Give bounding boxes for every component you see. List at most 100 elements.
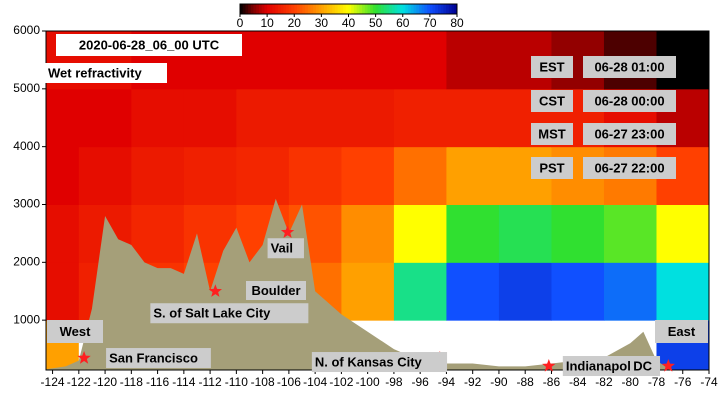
colorbar-cell — [367, 4, 371, 14]
x-tick-label: -104 — [303, 375, 327, 389]
x-tick-label: -76 — [674, 375, 692, 389]
cell — [236, 146, 290, 205]
station-star — [661, 359, 675, 372]
x-tick-label: -94 — [438, 375, 456, 389]
colorbar-tick-label: 80 — [450, 16, 464, 30]
colorbar-cell — [408, 4, 412, 14]
cell — [446, 204, 500, 263]
colorbar-cell — [413, 4, 417, 14]
colorbar-cell — [405, 4, 409, 14]
cell — [183, 88, 237, 148]
subtitle: Wet refractivity — [48, 65, 142, 80]
colorbar-cell — [427, 4, 431, 14]
cell — [393, 146, 447, 205]
station-label: DC — [633, 358, 652, 373]
cell — [78, 88, 132, 148]
x-tick-label: -108 — [251, 375, 275, 389]
colorbar-cell — [332, 4, 336, 14]
colorbar-cell — [258, 4, 263, 14]
colorbar-cell — [356, 4, 360, 14]
colorbar-cell — [340, 4, 344, 14]
station-label: N. of Kansas City — [315, 354, 423, 369]
station-label-box — [106, 348, 211, 369]
y-tick-label: 4000 — [13, 139, 40, 153]
cell — [46, 88, 80, 148]
west: West — [60, 324, 91, 339]
colorbar-cell — [402, 4, 406, 14]
cell — [341, 262, 395, 321]
x-tick-label: -84 — [569, 375, 587, 389]
cell — [446, 88, 500, 148]
y-tick-label: 2000 — [13, 254, 40, 268]
x-tick-label: -98 — [385, 375, 403, 389]
x-tick-label: -82 — [595, 375, 613, 389]
cell — [551, 204, 605, 263]
x-tick-label: -124 — [41, 375, 65, 389]
colorbar-cell — [448, 4, 452, 14]
x-tick-label: -90 — [490, 375, 508, 389]
colorbar-cell — [329, 4, 333, 14]
colorbar-tick-label: 60 — [396, 16, 410, 30]
cell — [341, 204, 395, 263]
colorbar-cell — [397, 4, 401, 14]
x-tick-label: -122 — [67, 375, 91, 389]
x-tick-label: -114 — [172, 375, 195, 389]
x-tick-label: -86 — [543, 375, 561, 389]
time-zone-box — [531, 157, 573, 179]
time-zone-box — [531, 90, 573, 112]
time-value-box — [583, 123, 676, 145]
colorbar-cell — [250, 4, 254, 14]
colorbar-cell — [432, 4, 436, 14]
colorbar-cell — [345, 4, 349, 14]
time-value: 06-28 00:00 — [594, 93, 664, 108]
cell — [131, 204, 185, 263]
subtitle-box — [45, 63, 167, 83]
colorbar-tick-label: 40 — [342, 16, 356, 30]
colorbar-cell — [294, 4, 298, 14]
colorbar-cell — [400, 4, 404, 14]
title-box — [56, 34, 242, 56]
y-tick-label: 1000 — [13, 312, 40, 326]
colorbar-cell — [334, 4, 339, 14]
colorbar-cell — [299, 4, 303, 14]
colorbar-cell — [381, 4, 385, 14]
cell — [393, 262, 447, 321]
cell — [131, 146, 185, 205]
colorbar-cell — [348, 4, 352, 14]
colorbar-cell — [438, 4, 442, 14]
colorbar-cell — [280, 4, 284, 14]
colorbar-cell — [419, 4, 423, 14]
cell — [341, 88, 395, 148]
cell — [236, 88, 290, 148]
colorbar-cell — [359, 4, 363, 14]
colorbar-cell — [248, 4, 252, 14]
cell — [393, 31, 447, 90]
colorbar-cell — [313, 4, 317, 14]
colorbar-cell — [351, 4, 355, 14]
cell — [498, 204, 552, 263]
colorbar-tick-label: 20 — [288, 16, 302, 30]
cell — [446, 262, 500, 321]
station-label-box — [267, 238, 304, 259]
cell — [393, 204, 447, 263]
cell — [236, 31, 290, 90]
colorbar-cell — [443, 4, 447, 14]
colorbar-cell — [394, 4, 398, 14]
cell — [446, 31, 500, 90]
colorbar-cell — [326, 4, 330, 14]
station-label-box — [150, 303, 309, 324]
station-star — [280, 225, 295, 238]
east: East — [668, 324, 696, 339]
title: 2020-06-28_06_00 UTC — [79, 37, 220, 52]
cell — [183, 146, 237, 205]
boulder-box — [246, 281, 306, 300]
colorbar-cell — [372, 4, 377, 14]
colorbar-cell — [302, 4, 306, 14]
y-tick-label: 3000 — [13, 197, 40, 211]
colorbar-cell — [353, 4, 358, 14]
colorbar-cell — [337, 4, 341, 14]
x-tick-label: -110 — [225, 375, 248, 389]
colorbar-cell — [410, 4, 414, 14]
terrain — [46, 198, 709, 370]
x-tick-label: -92 — [464, 375, 482, 389]
